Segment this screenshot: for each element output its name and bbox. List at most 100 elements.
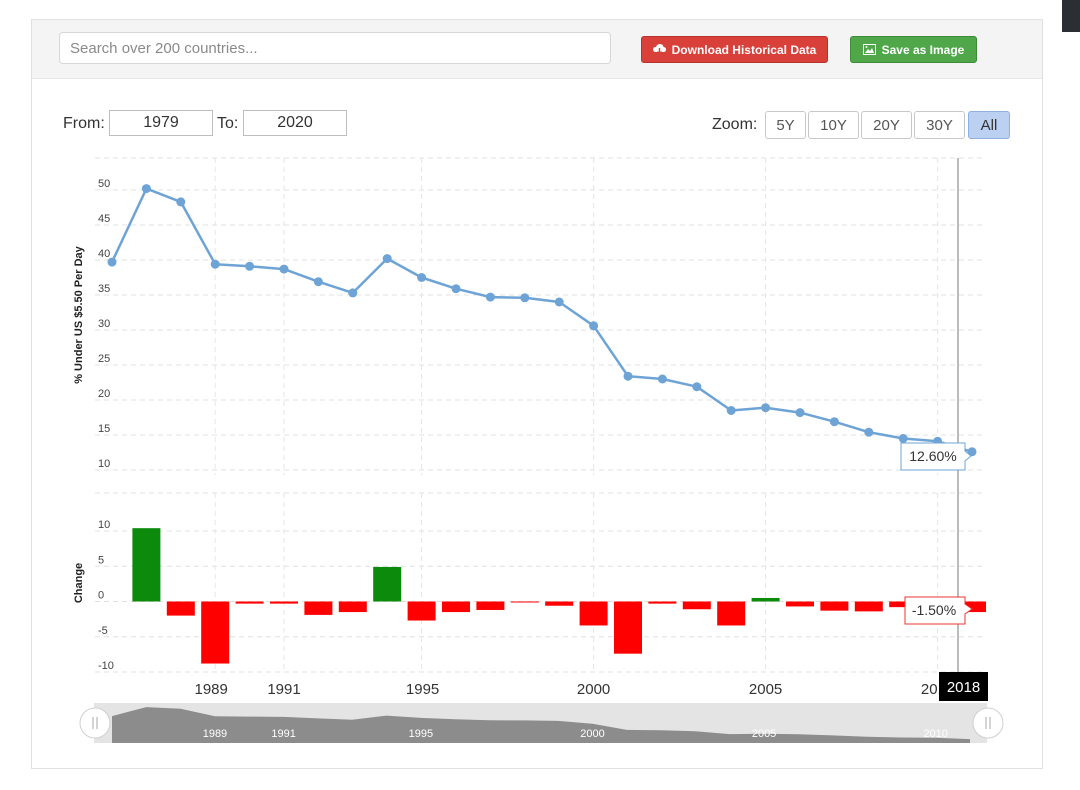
change-bar xyxy=(958,601,986,613)
navigator-label: 2000 xyxy=(580,728,604,740)
change-bar xyxy=(304,601,333,615)
x-tick-label: 2005 xyxy=(749,681,782,698)
change-bar xyxy=(751,597,780,602)
change-bar xyxy=(338,601,367,613)
navigator-label: 1991 xyxy=(271,728,295,740)
y-tick-label: 35 xyxy=(98,283,110,295)
change-bar xyxy=(235,601,264,604)
change-bar xyxy=(889,601,918,608)
download-historical-data-button[interactable]: Download Historical Data xyxy=(641,36,828,63)
data-point xyxy=(107,257,117,267)
change-bar xyxy=(682,601,711,610)
change-bars xyxy=(132,528,986,664)
data-point xyxy=(176,197,186,207)
x-tick-label: 2000 xyxy=(577,681,610,698)
navigator-label: 1995 xyxy=(409,728,433,740)
change-bar xyxy=(201,601,230,664)
gridlines xyxy=(95,157,985,673)
zoom-20y-button[interactable]: 20Y xyxy=(861,111,912,139)
series-line xyxy=(110,187,973,453)
tooltip-box xyxy=(904,596,973,625)
y-tick-label: 15 xyxy=(98,423,110,435)
navigator-handle-left[interactable] xyxy=(79,707,111,739)
navigator-area xyxy=(112,707,970,743)
data-point xyxy=(485,292,495,302)
download-label: Download Historical Data xyxy=(671,42,817,57)
y-tick-label: 30 xyxy=(98,318,110,330)
y-tick-label: 50 xyxy=(98,178,110,190)
x-tick-label: 1995 xyxy=(406,681,439,698)
change-bar xyxy=(545,601,574,606)
change-bar xyxy=(717,601,746,626)
change-bar xyxy=(786,601,814,607)
y-axis-title: % Under US $5.50 Per Day xyxy=(73,245,85,383)
change-bar xyxy=(132,528,161,602)
tooltip-box xyxy=(900,442,972,471)
search-input[interactable] xyxy=(59,32,611,64)
to-year-input[interactable]: 2020 xyxy=(243,110,347,136)
series-points xyxy=(107,184,977,457)
change-bar xyxy=(820,601,849,611)
data-point xyxy=(761,403,771,413)
data-point xyxy=(829,417,839,427)
y-tick-label: 20 xyxy=(98,388,110,400)
change-tick-label: 0 xyxy=(98,590,104,602)
change-tick-label: -10 xyxy=(98,660,114,672)
x-tick-label: 1991 xyxy=(267,681,300,698)
corner-mark xyxy=(1062,0,1080,32)
data-point xyxy=(864,427,874,437)
change-bar xyxy=(579,601,608,626)
chart-widget: Download Historical Data Save as Image F… xyxy=(31,19,1043,769)
data-point xyxy=(967,447,977,457)
tooltip-main: 12.60% xyxy=(900,442,972,471)
data-point xyxy=(898,434,908,443)
y-tick-label: 45 xyxy=(98,213,110,225)
data-point xyxy=(451,284,461,294)
selected-year-label: 2018 xyxy=(939,672,988,701)
change-bar xyxy=(373,566,402,602)
save-label: Save as Image xyxy=(881,42,965,57)
x-tick-label: 1989 xyxy=(195,681,228,698)
data-point xyxy=(589,321,599,331)
data-point xyxy=(245,261,255,271)
cloud-download-icon xyxy=(652,44,666,55)
navigator-handle-left-knob[interactable] xyxy=(79,707,111,739)
data-point xyxy=(554,297,564,307)
change-tick-label: -5 xyxy=(98,625,108,637)
data-point xyxy=(313,277,323,287)
change-bar xyxy=(270,601,298,604)
y-tick-label: 40 xyxy=(98,248,110,260)
selected-year-text: 2018 xyxy=(947,679,980,696)
zoom-all-button[interactable]: All xyxy=(968,111,1010,139)
data-point xyxy=(382,254,392,264)
y-tick-label: 10 xyxy=(98,458,110,470)
image-icon xyxy=(862,44,876,55)
change-tick-label: 10 xyxy=(98,519,110,531)
y-tick-label: 25 xyxy=(98,353,110,365)
data-point xyxy=(348,288,358,298)
change-tick-label: 5 xyxy=(98,554,104,566)
from-label: From: xyxy=(63,115,105,132)
change-bar xyxy=(476,601,505,610)
navigator-label: 2010 xyxy=(923,728,947,740)
change-axis-title: Change xyxy=(73,563,85,603)
change-bar xyxy=(648,601,677,604)
zoom-5y-button[interactable]: 5Y xyxy=(765,111,806,139)
data-point xyxy=(795,408,805,418)
zoom-10y-button[interactable]: 10Y xyxy=(808,111,859,139)
data-point xyxy=(417,273,427,282)
navigator-handle-right[interactable] xyxy=(972,707,1004,739)
navigator-handle-right-knob[interactable] xyxy=(972,707,1004,739)
toolbar: Download Historical Data Save as Image xyxy=(32,20,1042,79)
from-year-input[interactable]: 1979 xyxy=(109,110,213,136)
change-bar xyxy=(510,601,539,603)
data-point xyxy=(726,406,736,415)
navigator: 1989199119952000200520102015 xyxy=(94,703,987,743)
zoom-30y-button[interactable]: 30Y xyxy=(914,111,965,139)
change-bar xyxy=(407,601,436,621)
save-as-image-button[interactable]: Save as Image xyxy=(850,36,977,63)
data-point xyxy=(520,293,530,303)
data-point xyxy=(657,374,667,384)
change-bar xyxy=(166,601,195,616)
